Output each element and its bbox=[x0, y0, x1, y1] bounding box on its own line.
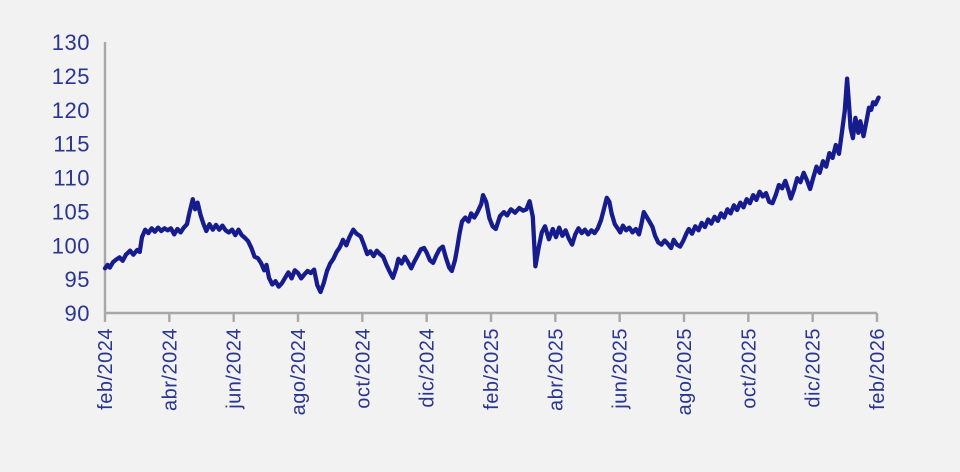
x-tick-label: feb/2025 bbox=[481, 328, 503, 410]
x-tick-label: abr/2024 bbox=[159, 328, 181, 411]
x-tick-label: ago/2024 bbox=[288, 328, 310, 415]
x-tick-label: ago/2025 bbox=[674, 328, 696, 415]
x-tick-label: jun/2024 bbox=[224, 328, 246, 410]
x-tick-label: abr/2025 bbox=[545, 328, 567, 411]
y-tick-label: 90 bbox=[65, 301, 90, 326]
y-axis: 130 125 120 115 110 105 100 95 90 bbox=[52, 30, 107, 326]
x-tick-marks bbox=[103, 313, 879, 322]
x-tick-labels: feb/2024 abr/2024 jun/2024 ago/2024 oct/2024… bbox=[95, 328, 889, 415]
y-tick-labels: 130 125 120 115 110 105 100 95 90 bbox=[52, 30, 90, 326]
y-tick-label: 120 bbox=[52, 98, 90, 123]
x-tick-label: oct/2025 bbox=[738, 328, 760, 409]
y-tick-label: 100 bbox=[52, 233, 90, 258]
y-tick-label: 125 bbox=[52, 64, 90, 89]
x-axis: feb/2024 abr/2024 jun/2024 ago/2024 oct/2024… bbox=[95, 311, 889, 415]
y-tick-label: 95 bbox=[65, 267, 90, 292]
x-tick-label: feb/2024 bbox=[95, 328, 117, 410]
x-tick-label: dic/2024 bbox=[417, 328, 439, 408]
y-tick-label: 105 bbox=[52, 199, 90, 224]
price-line bbox=[102, 76, 881, 295]
x-tick-label: jun/2025 bbox=[610, 328, 632, 410]
x-tick-label: feb/2026 bbox=[867, 328, 889, 410]
y-tick-label: 115 bbox=[53, 132, 90, 157]
y-tick-label: 110 bbox=[53, 166, 90, 191]
y-tick-label: 130 bbox=[52, 30, 90, 55]
x-tick-label: oct/2024 bbox=[352, 328, 374, 409]
x-tick-label: dic/2025 bbox=[803, 328, 825, 408]
